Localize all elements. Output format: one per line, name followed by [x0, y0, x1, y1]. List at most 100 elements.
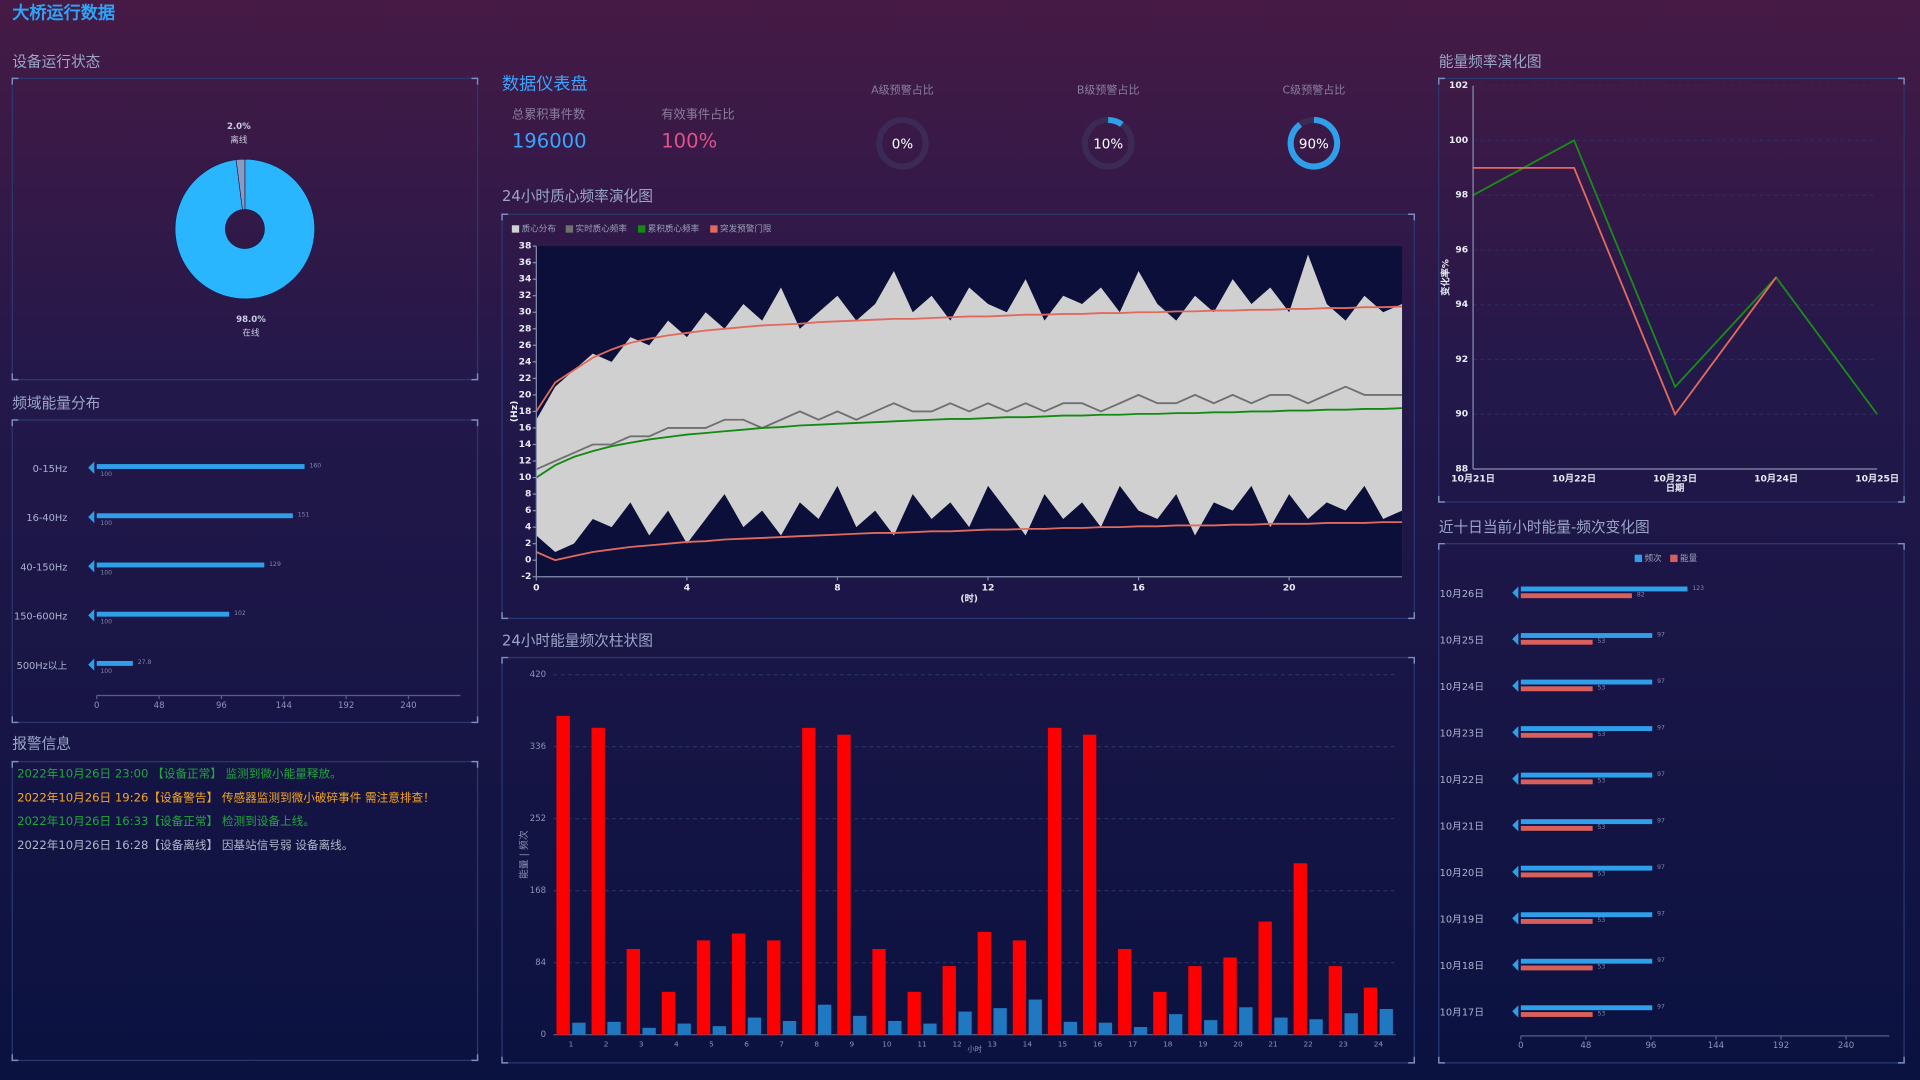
- gauge-name: A级预警占比: [871, 83, 934, 97]
- panel-corner: [1408, 213, 1416, 221]
- bar: [1520, 1005, 1653, 1011]
- stat-value: 196000: [512, 130, 587, 153]
- value-label: 53: [1598, 638, 1606, 645]
- x-tick-label: 7: [779, 1039, 784, 1048]
- x-tick-label: 0: [1518, 1041, 1523, 1051]
- bar: [591, 727, 605, 1035]
- x-tick-label: 15: [1058, 1039, 1068, 1048]
- bar: [731, 933, 746, 1035]
- row-marker: [1512, 772, 1519, 785]
- x-axis-label: 日期: [1666, 482, 1684, 494]
- value-label: 151: [298, 512, 310, 519]
- x-tick-label: 3: [639, 1039, 644, 1048]
- series-line: [535, 305, 1403, 412]
- panel-corner: [471, 716, 479, 724]
- x-tick-label: 18: [1163, 1039, 1173, 1048]
- x-tick-label: 10月23日: [1653, 473, 1697, 484]
- panel-frame: [1438, 77, 1905, 503]
- panel-corner: [1897, 495, 1905, 503]
- legend-label: 实时质心频率: [576, 222, 628, 234]
- panel-corner: [1438, 77, 1445, 85]
- gauge-track: [1081, 116, 1135, 170]
- y-tick-label: 98: [1455, 190, 1468, 201]
- gauge-track: [876, 116, 929, 170]
- slice-name: 离线: [230, 133, 248, 145]
- x-tick-label: 13: [988, 1039, 998, 1048]
- bar: [1274, 1017, 1288, 1035]
- legend-label: 累积质心频率: [648, 222, 700, 234]
- x-tick-label: 21: [1268, 1039, 1277, 1048]
- row-marker: [88, 560, 95, 573]
- page-title: 大桥运行数据: [12, 2, 115, 23]
- panel-corner: [1897, 77, 1905, 85]
- panel-title: 近十日当前小时能量-频次变化图: [1439, 519, 1650, 536]
- y-tick-label: 0: [525, 555, 531, 566]
- row-marker: [88, 461, 95, 474]
- x-tick-label: 144: [1708, 1041, 1724, 1051]
- bar: [1118, 948, 1132, 1035]
- y-tick-label: 88: [1455, 463, 1468, 474]
- bar: [1293, 863, 1307, 1035]
- value-label: 53: [1598, 731, 1606, 738]
- y-tick-label: -2: [521, 571, 531, 582]
- panel-corner: [501, 1056, 509, 1064]
- panel-frame: [11, 419, 479, 724]
- row-marker: [1512, 633, 1519, 646]
- bar: [96, 464, 305, 469]
- panel-title: 24小时能量频次柱状图: [502, 633, 653, 650]
- x-tick-label: 16: [1132, 582, 1145, 593]
- slice-value-label: 2.0%: [227, 122, 251, 132]
- value-label: 97: [1657, 957, 1665, 964]
- gauge-arc: [1107, 116, 1124, 128]
- panel-corner: [1897, 1056, 1905, 1064]
- y-tick-label: 16-40Hz: [26, 513, 67, 524]
- y-tick-label: 40-150Hz: [20, 562, 67, 573]
- row-marker: [1512, 586, 1519, 599]
- slice-name: 在线: [242, 326, 260, 338]
- y-tick-label: 24: [519, 356, 532, 367]
- x-tick-label: 48: [154, 701, 165, 711]
- value-label: 97: [1657, 1004, 1665, 1011]
- value-label: 97: [1657, 864, 1665, 871]
- legend-swatch: [1634, 554, 1643, 563]
- panel-corner: [11, 760, 19, 768]
- bar: [993, 1008, 1007, 1035]
- y-tick-label: 2: [525, 538, 531, 549]
- value-label: 123: [1692, 585, 1704, 592]
- y-tick-label: 168: [530, 886, 546, 896]
- y-tick-label: 38: [519, 241, 532, 252]
- pie-slice: [174, 158, 315, 300]
- y-tick-label: 10月24日: [1440, 681, 1484, 693]
- bar: [817, 1004, 832, 1035]
- y-tick-label: 10月26日: [1440, 588, 1484, 600]
- bar: [1133, 1026, 1148, 1035]
- value-label: 102: [234, 610, 246, 617]
- row-marker: [1512, 726, 1519, 739]
- x-tick-label: 4: [684, 582, 690, 593]
- y-tick-label: 26: [519, 340, 532, 351]
- x-tick-label: 10月22日: [1552, 473, 1596, 484]
- gauge-value: 0%: [892, 137, 914, 152]
- value-label: 53: [1598, 685, 1606, 692]
- panel-corner: [11, 373, 19, 381]
- row-marker: [1512, 912, 1519, 925]
- bar: [872, 948, 886, 1035]
- panel-corner: [1438, 495, 1445, 503]
- panel-title: 频域能量分布: [12, 395, 100, 412]
- bar: [1520, 639, 1593, 645]
- x-axis-label: 小时: [967, 1044, 982, 1053]
- x-tick-label: 4: [674, 1039, 679, 1048]
- panel-corner: [1438, 542, 1445, 550]
- value-label: 97: [1657, 817, 1665, 824]
- x-tick-label: 10月25日: [1855, 473, 1899, 484]
- bar: [677, 1023, 691, 1035]
- y-tick-label: 6: [525, 505, 531, 516]
- y-tick-label: 10: [519, 472, 532, 483]
- panel-title: 报警信息: [12, 735, 71, 752]
- panel-corner: [11, 419, 19, 427]
- x-tick-label: 10: [882, 1039, 892, 1048]
- x-tick-label: 2: [604, 1039, 609, 1048]
- y-tick-label: 22: [519, 373, 532, 384]
- bar: [661, 991, 676, 1035]
